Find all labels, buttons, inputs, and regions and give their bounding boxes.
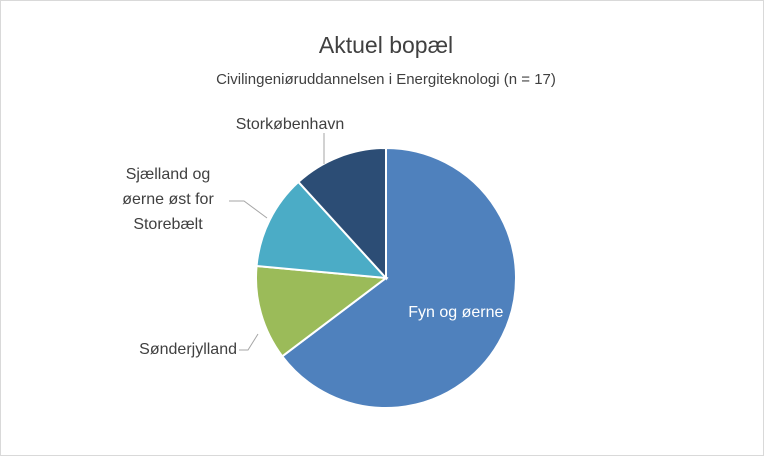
- pie-slice: [280, 146, 517, 409]
- pie-slice: [297, 146, 387, 281]
- slice-label: Sønderjylland: [139, 341, 237, 358]
- pie-slice: [255, 264, 389, 358]
- slice-label: Sjælland og øerne øst for Storebælt: [122, 166, 214, 233]
- slice-label: Storkøbenhavn: [236, 116, 345, 133]
- leader-line: [229, 200, 268, 219]
- leader-line: [239, 333, 259, 351]
- slice-label: Fyn og øerne: [408, 304, 503, 321]
- chart-title: Aktuel bopæl: [319, 32, 453, 58]
- pie-slice: [255, 180, 389, 280]
- chart-subtitle: Civilingeniøruddannelsen i Energiteknolo…: [216, 71, 556, 88]
